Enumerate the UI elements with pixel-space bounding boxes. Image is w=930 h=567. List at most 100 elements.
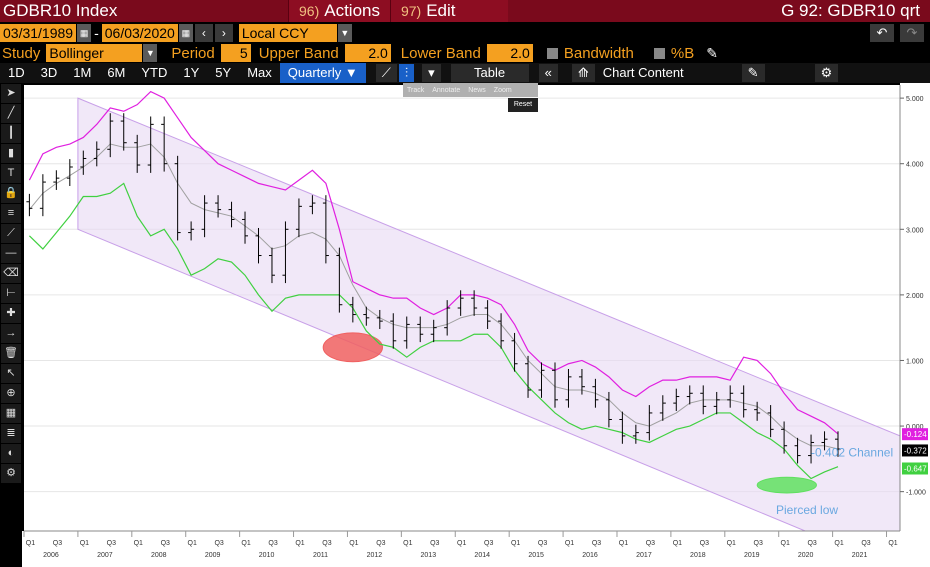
grid-icon[interactable]: ▦ <box>1 404 21 423</box>
timeframe-bar: 1D 3D 1M 6M YTD 1Y 5Y Max Quarterly ▼ ⟋ … <box>0 63 930 83</box>
x-quarter-label: Q1 <box>349 540 358 547</box>
list-icon[interactable]: ≣ <box>1 424 21 443</box>
trend-icon[interactable]: ⟋ <box>1 224 21 243</box>
actions-menu-number: 96) <box>299 3 320 19</box>
chart-type-dropdown-icon[interactable]: ▾ <box>422 64 441 82</box>
redo-icon[interactable]: ↷ <box>900 24 924 42</box>
chart-content-button[interactable]: Chart Content <box>602 65 684 80</box>
zoom-mode-button[interactable]: Zoom <box>493 86 512 94</box>
drawing-toolbar: ➤ ╱ ┃ ▮ T 🔒 ≡ ⟋ — ⌫ ⊢ ✚ → 🗑 ↖ ⊕ ▦ ≣ ◐ ⚙ <box>0 83 22 567</box>
last-value-tag <box>902 428 928 441</box>
study-label: Study <box>2 44 41 62</box>
upper-band-input[interactable]: 2.0 <box>344 44 391 62</box>
settings-icon[interactable]: ⚙ <box>1 464 21 483</box>
zoom-icon[interactable]: ⊕ <box>1 384 21 403</box>
x-quarter-label: Q1 <box>565 540 574 547</box>
cursor-icon[interactable]: ↖ <box>1 364 21 383</box>
x-quarter-label: Q3 <box>484 540 493 547</box>
end-date-input[interactable]: 06/03/2020 <box>101 24 178 42</box>
x-year-label: 2020 <box>798 552 814 559</box>
edit-menu[interactable]: 97) Edit <box>389 0 508 22</box>
pctb-checkbox[interactable] <box>653 47 665 59</box>
line-chart-icon[interactable]: ⟋ <box>375 64 397 82</box>
x-quarter-label: Q3 <box>538 540 547 547</box>
tf-ytd[interactable]: YTD <box>141 65 168 80</box>
start-date-calendar-icon[interactable]: ▦ <box>77 24 92 42</box>
lower-band-input[interactable]: 2.0 <box>486 44 533 62</box>
palette-icon[interactable]: ◐ <box>1 444 21 463</box>
candle-icon[interactable]: ▮ <box>1 144 21 163</box>
y-tick-label: 1.000 <box>906 358 924 365</box>
tf-3d[interactable]: 3D <box>40 65 58 80</box>
x-quarter-label: Q3 <box>214 540 223 547</box>
currency-select[interactable]: Local CCY <box>238 24 337 42</box>
tf-1m[interactable]: 1M <box>73 65 92 80</box>
ruler-icon[interactable]: ⊢ <box>1 284 21 303</box>
period-input[interactable]: 5 <box>220 44 251 62</box>
undo-icon[interactable]: ↶ <box>870 24 894 42</box>
title-bar: GDBR10 Index 96) Actions 97) Edit G 92: … <box>0 0 930 22</box>
reset-button[interactable]: Reset <box>508 98 538 112</box>
study-dropdown-icon[interactable]: ▼ <box>143 44 158 62</box>
x-year-label: 2006 <box>43 552 59 559</box>
bandwidth-checkbox[interactable] <box>546 47 558 59</box>
bar-style-icon[interactable]: ┃ <box>1 124 21 143</box>
x-quarter-label: Q1 <box>781 540 790 547</box>
currency-dropdown-icon[interactable]: ▼ <box>337 24 352 42</box>
study-select[interactable]: Bollinger <box>46 44 143 62</box>
x-quarter-label: Q1 <box>241 540 250 547</box>
chart-mode-popup: Track Annotate News Zoom <box>403 83 538 97</box>
settings-gear-icon[interactable]: ⚙ <box>814 64 839 82</box>
end-date-calendar-icon[interactable]: ▦ <box>178 24 193 42</box>
tf-1y[interactable]: 1Y <box>183 65 200 80</box>
x-quarter-label: Q1 <box>188 540 197 547</box>
annotate-mode-button[interactable]: Annotate <box>432 86 461 94</box>
x-year-label: 2017 <box>636 552 652 559</box>
pctb-label: %B <box>670 44 695 62</box>
x-quarter-label: Q3 <box>592 540 601 547</box>
frequency-select[interactable]: Quarterly ▼ <box>279 63 366 83</box>
prev-arrow-icon[interactable]: ‹ <box>194 24 213 42</box>
x-year-label: 2019 <box>744 552 760 559</box>
line-icon[interactable]: ╱ <box>1 104 21 123</box>
start-date-input[interactable]: 03/31/1989 <box>0 24 77 42</box>
last-value-label: -0.124 <box>904 430 927 439</box>
cross-icon[interactable]: ✚ <box>1 304 21 323</box>
price-chart[interactable]: 5.000 4.000 3.000 2.000 1.000 0.000 -1.000 -0.1… <box>22 83 930 567</box>
chart-content-icon[interactable]: ⟰ <box>571 64 595 82</box>
hline-icon[interactable]: — <box>1 244 21 263</box>
text-icon[interactable]: T <box>1 164 21 183</box>
edit-menu-label: Edit <box>426 1 456 20</box>
upper-bollinger-band <box>28 90 839 435</box>
news-mode-button[interactable]: News <box>468 86 486 94</box>
tf-5y[interactable]: 5Y <box>215 65 232 80</box>
table-button[interactable]: Table <box>450 64 529 82</box>
fib-icon[interactable]: ≡ <box>1 204 21 223</box>
tf-6m[interactable]: 6M <box>107 65 126 80</box>
trash-icon[interactable]: 🗑 <box>1 344 21 363</box>
y-tick-label: -1.000 <box>906 490 926 497</box>
tf-max[interactable]: Max <box>247 65 272 80</box>
date-range-bar: 03/31/1989 ▦ - 06/03/2020 ▦ ‹ › Local CC… <box>0 23 930 43</box>
bandwidth-label: Bandwidth <box>563 44 634 62</box>
x-quarter-label: Q1 <box>134 540 143 547</box>
next-arrow-icon[interactable]: › <box>214 24 233 42</box>
x-quarter-label: Q1 <box>619 540 628 547</box>
x-quarter-label: Q3 <box>646 540 655 547</box>
tf-1d[interactable]: 1D <box>8 65 25 80</box>
eraser-icon[interactable]: ⌫ <box>1 264 21 283</box>
edit-chart-icon[interactable]: ✎ <box>741 64 765 82</box>
ohlc-chart-icon[interactable]: ⫶ <box>398 64 415 82</box>
pointer-icon[interactable]: ➤ <box>1 84 21 103</box>
x-year-label: 2015 <box>528 552 544 559</box>
pierced-low-annotation: Pierced low <box>776 503 838 517</box>
x-quarter-label: Q3 <box>161 540 170 547</box>
x-quarter-label: Q1 <box>403 540 412 547</box>
track-mode-button[interactable]: Track <box>407 86 425 94</box>
collapse-icon[interactable]: « <box>538 64 558 82</box>
actions-menu[interactable]: 96) Actions <box>288 0 390 22</box>
pencil-icon[interactable]: ✎ <box>706 44 718 61</box>
arrow-icon[interactable]: → <box>1 324 21 343</box>
x-year-label: 2011 <box>313 552 328 559</box>
lock-icon[interactable]: 🔒 <box>1 184 21 203</box>
